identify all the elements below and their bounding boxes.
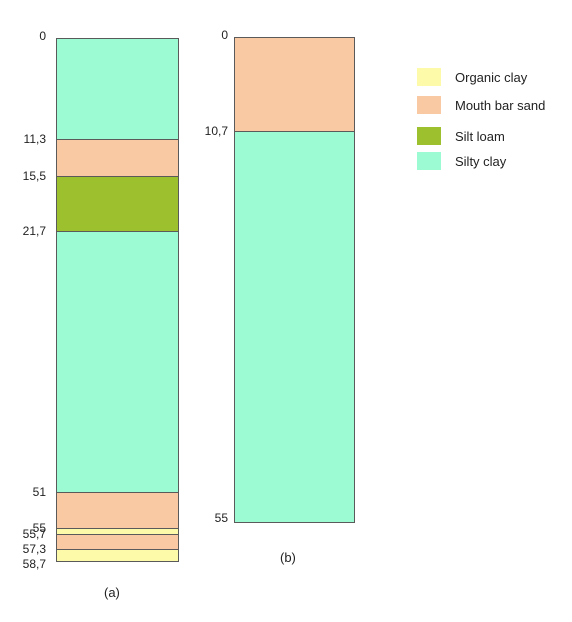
depth-label: 0 xyxy=(39,29,46,43)
legend-label-silt-loam: Silt loam xyxy=(455,129,505,144)
column-b-caption: (b) xyxy=(280,550,296,565)
silt-loam-swatch xyxy=(417,127,441,145)
depth-label: 55,7 xyxy=(22,527,46,541)
layer-mouth-bar-sand xyxy=(56,492,179,529)
depth-label: 21,7 xyxy=(22,224,46,238)
layer-mouth-bar-sand xyxy=(56,534,179,550)
depth-label: 51 xyxy=(32,485,46,499)
column-a-caption: (a) xyxy=(104,585,120,600)
layer-silty-clay xyxy=(56,38,179,140)
depth-label: 15,5 xyxy=(22,169,46,183)
depth-label: 58,7 xyxy=(22,557,46,571)
borehole-column-a xyxy=(56,38,179,562)
layer-mouth-bar-sand xyxy=(234,37,355,132)
depth-label: 55 xyxy=(214,511,228,525)
depth-label: 55 xyxy=(32,521,46,535)
mouth-bar-sand-swatch xyxy=(417,96,441,114)
layer-mouth-bar-sand xyxy=(56,139,179,177)
borehole-column-b xyxy=(234,37,355,523)
depth-label: 0 xyxy=(221,28,228,42)
depth-label: 57,3 xyxy=(22,542,46,556)
organic-clay-swatch xyxy=(417,68,441,86)
depth-label: 10,7 xyxy=(204,124,228,138)
layer-organic-clay xyxy=(56,549,179,562)
layer-silty-clay xyxy=(56,231,179,493)
legend-label-silty-clay: Silty clay xyxy=(455,154,507,169)
legend-label-organic-clay: Organic clay xyxy=(455,70,528,85)
silty-clay-swatch xyxy=(417,152,441,170)
layer-silt-loam xyxy=(56,176,179,232)
layer-silty-clay xyxy=(234,131,355,523)
legend-label-mouth-bar-sand: Mouth bar sand xyxy=(455,98,546,113)
depth-label: 11,3 xyxy=(23,132,46,146)
